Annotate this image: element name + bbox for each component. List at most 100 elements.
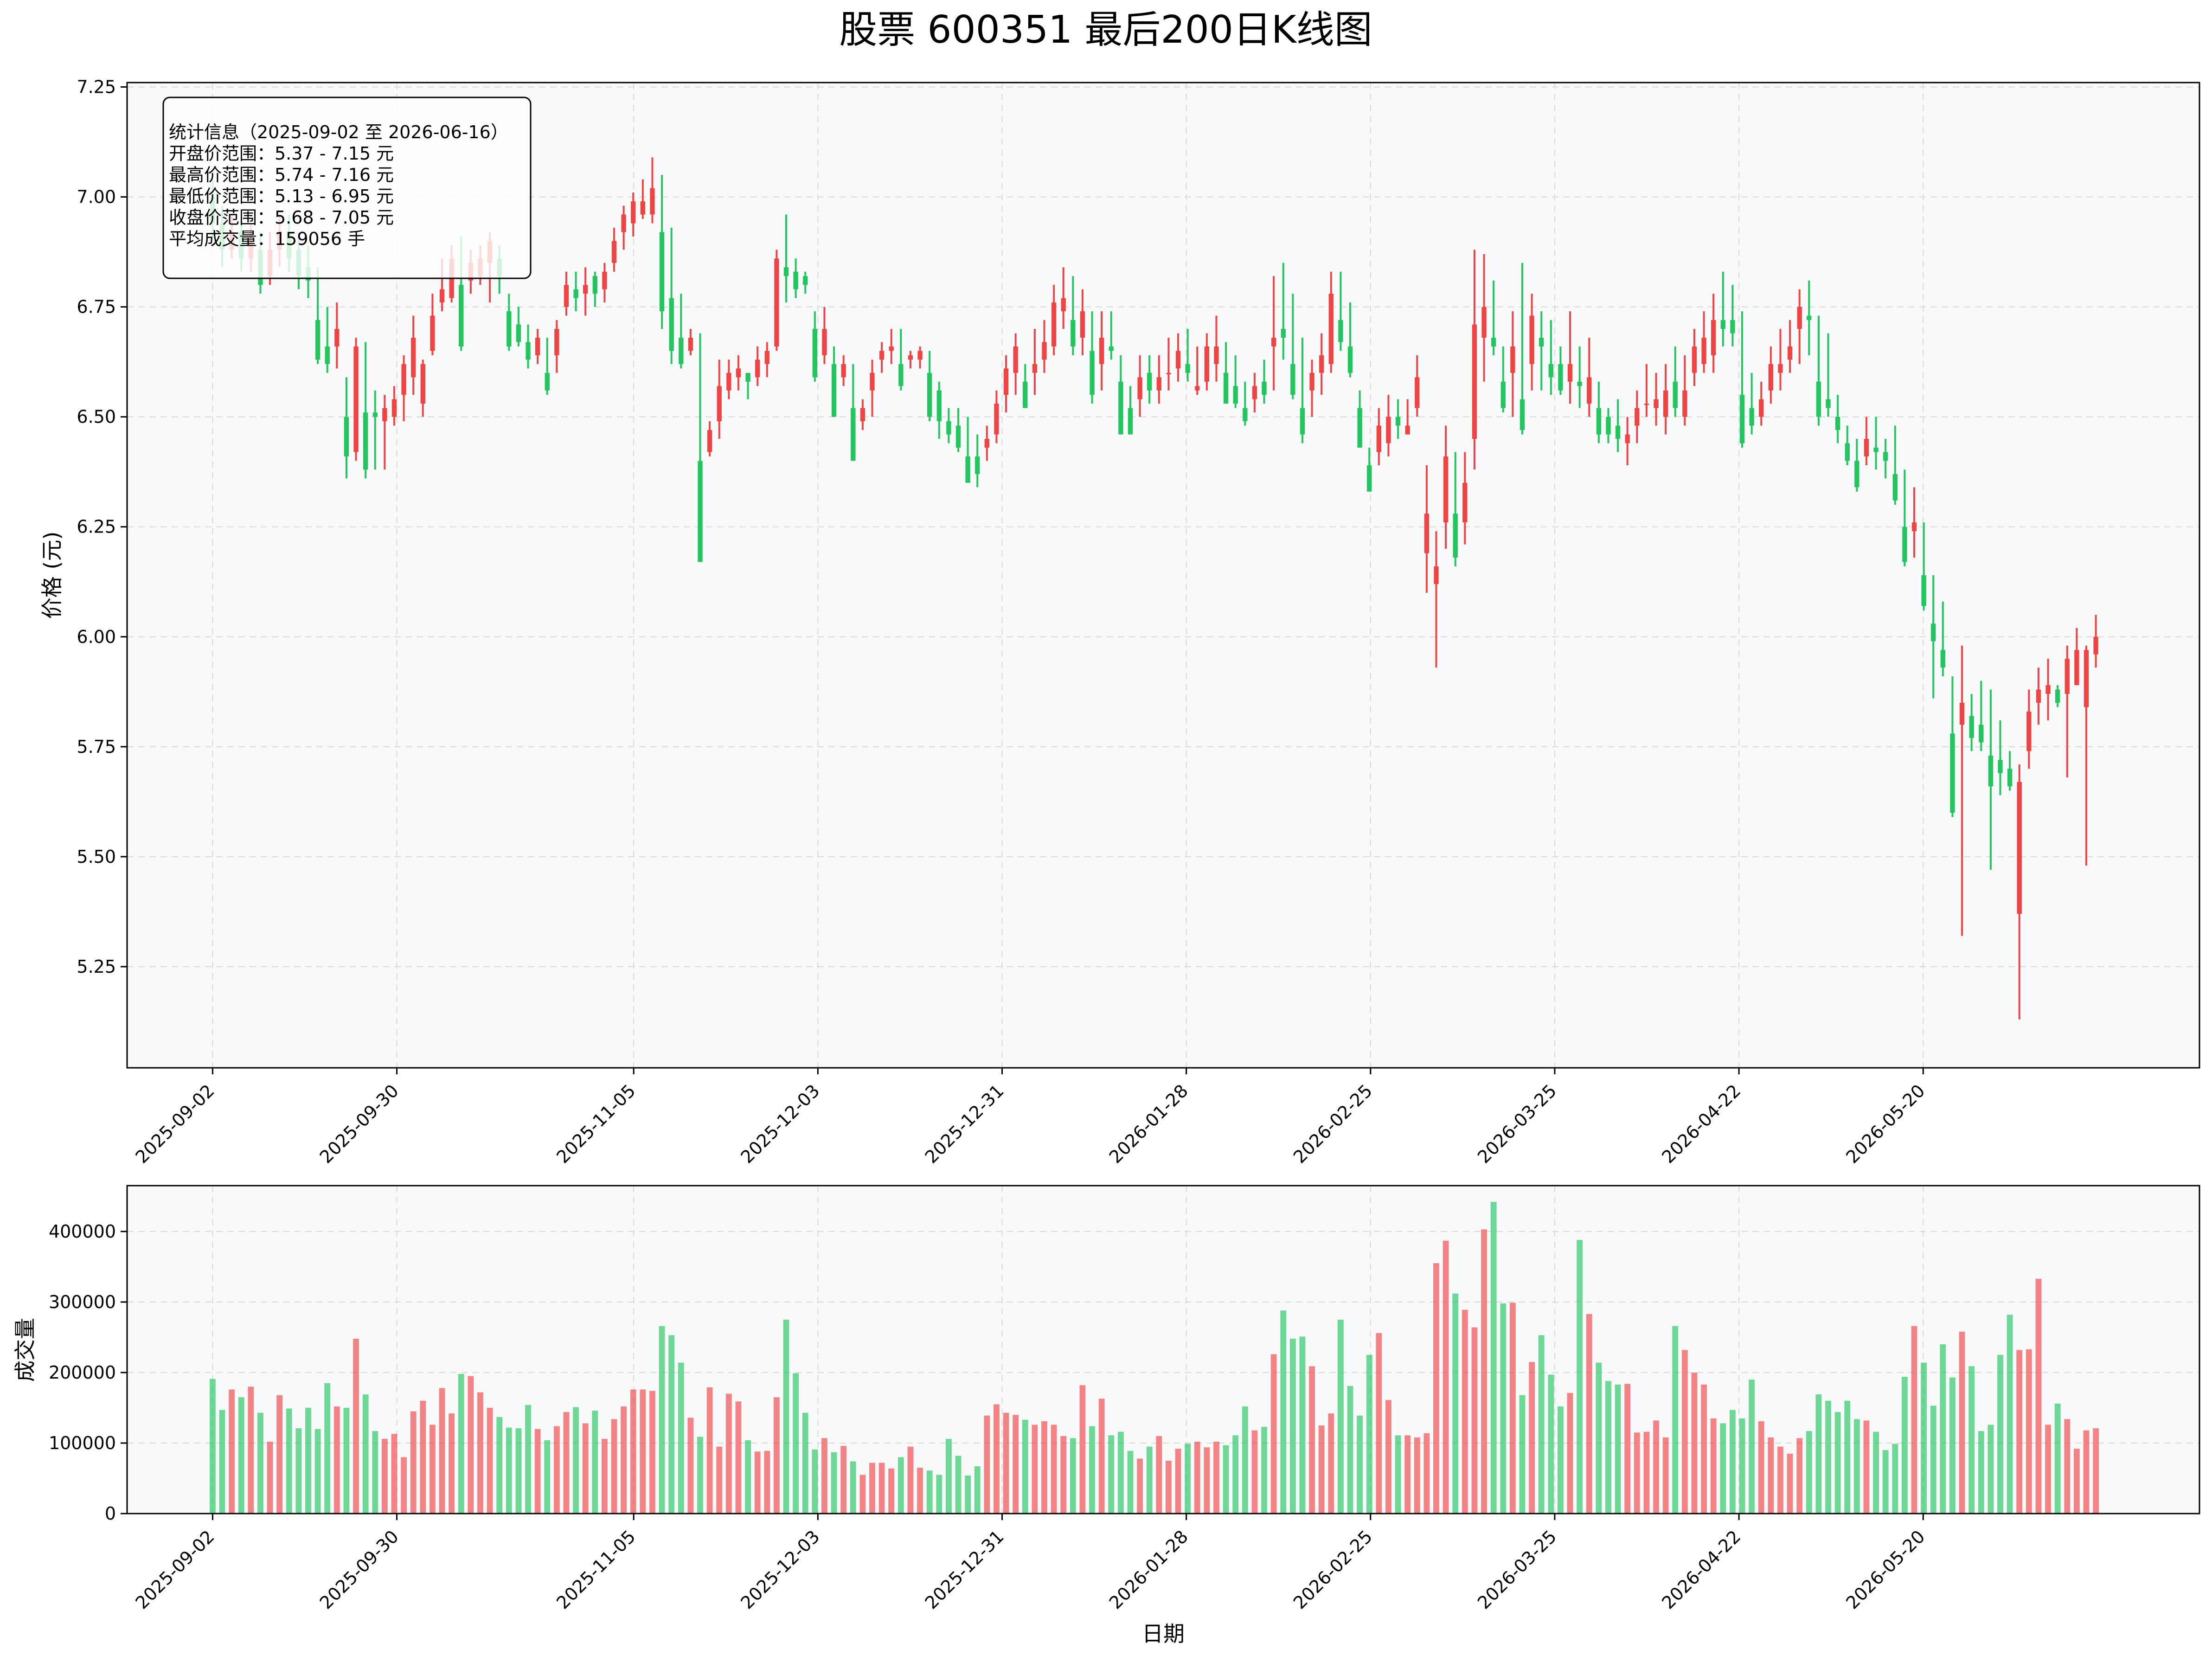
candle-body: [1003, 368, 1009, 395]
candle-body: [1587, 377, 1592, 404]
volume-bar: [1270, 1354, 1277, 1514]
volume-bar: [238, 1397, 244, 1514]
candle-body: [1395, 417, 1401, 426]
candle-body: [1013, 346, 1018, 373]
candle: [1606, 408, 1611, 443]
candle: [1826, 333, 1831, 417]
candle-body: [870, 372, 875, 391]
volume-bar: [1471, 1327, 1478, 1514]
candle-body: [726, 372, 731, 391]
candle: [851, 364, 856, 461]
candle: [315, 267, 321, 364]
candle-body: [602, 271, 607, 289]
volume-bar: [754, 1451, 761, 1514]
candle: [1003, 355, 1009, 413]
candle-body: [1606, 417, 1611, 435]
candle: [755, 346, 760, 386]
candle: [1453, 452, 1458, 567]
candle: [1434, 531, 1439, 668]
stats-box: 统计信息（2025-09-02 至 2026-06-16） 开盘价范围：5.37…: [162, 96, 532, 279]
volume-bar: [276, 1395, 283, 1514]
volume-bar: [668, 1335, 675, 1514]
candle: [1730, 285, 1735, 347]
candle: [1998, 720, 2003, 796]
volume-y-axis-title: 成交量: [13, 1318, 38, 1382]
volume-bar: [1538, 1335, 1545, 1514]
candle-body: [1864, 439, 1869, 456]
volume-bar: [1175, 1449, 1181, 1514]
candle: [592, 271, 597, 307]
candle: [1309, 359, 1314, 417]
volume-bar: [1853, 1419, 1860, 1514]
candle: [707, 421, 712, 456]
candle-body: [1615, 425, 1621, 439]
candle-body: [1768, 364, 1774, 391]
candle-body: [640, 201, 646, 215]
candle-body: [1357, 408, 1362, 448]
candle: [1137, 355, 1142, 417]
volume-bar: [1060, 1436, 1067, 1514]
candle-body: [1720, 320, 1725, 329]
candle: [401, 355, 406, 422]
volume-bar: [1156, 1436, 1162, 1514]
candle-body: [1271, 337, 1276, 347]
candle: [965, 417, 970, 483]
candle-body: [1539, 337, 1544, 347]
candle: [1367, 448, 1372, 492]
volume-bar: [1825, 1400, 1831, 1514]
candle-body: [1443, 456, 1449, 523]
candle: [717, 359, 722, 439]
candle-body: [927, 372, 932, 417]
candle: [1175, 333, 1181, 382]
candle-body: [459, 285, 464, 347]
candle: [908, 351, 913, 369]
candle-body: [1979, 725, 1984, 743]
candle: [1071, 276, 1076, 355]
volume-bar: [1414, 1437, 1420, 1514]
volume-bar: [506, 1427, 512, 1514]
volume-bar: [1624, 1384, 1631, 1514]
candle-body: [1481, 307, 1487, 338]
price-ytick-label: 6.50: [77, 407, 116, 427]
volume-bar: [1395, 1435, 1401, 1514]
candle: [764, 342, 769, 378]
candle-body: [2065, 659, 2070, 694]
candle: [1979, 680, 1984, 751]
candle: [1481, 254, 1487, 382]
candle-body: [1520, 399, 1525, 430]
candle: [1252, 372, 1257, 413]
volume-bar: [878, 1463, 885, 1514]
candle-body: [1491, 337, 1496, 347]
candle-body: [516, 324, 521, 342]
volume-bar: [1586, 1314, 1592, 1514]
candle-body: [1175, 351, 1181, 369]
volume-bar: [410, 1411, 417, 1514]
volume-bar: [1577, 1240, 1583, 1514]
stats-line-6: 平均成交量：159056 手: [169, 229, 365, 249]
candle-body: [1080, 311, 1085, 338]
candle: [602, 263, 607, 303]
candle-body: [1558, 364, 1563, 391]
volume-bar: [1787, 1453, 1793, 1514]
volume-bar: [439, 1388, 445, 1514]
volume-bar: [1108, 1435, 1115, 1514]
volume-bar: [1634, 1432, 1640, 1514]
volume-bar: [697, 1437, 703, 1514]
candle: [640, 179, 646, 219]
candle: [1969, 694, 1974, 751]
candle-body: [391, 399, 397, 417]
candle: [2026, 689, 2032, 769]
volume-bar: [1146, 1446, 1153, 1514]
candle: [1892, 425, 1898, 505]
candle-body: [1462, 482, 1468, 523]
candle-body: [1873, 448, 1879, 452]
candle-body: [631, 201, 636, 224]
candle: [1290, 294, 1295, 399]
price-plot-frame: [126, 82, 2200, 1069]
volume-xtick-label: 2025-09-30: [316, 1526, 403, 1613]
candle: [1749, 372, 1754, 435]
volume-bar: [984, 1415, 990, 1514]
candle-body: [1759, 399, 1764, 417]
candle: [1185, 329, 1190, 382]
candle: [1988, 689, 1994, 870]
